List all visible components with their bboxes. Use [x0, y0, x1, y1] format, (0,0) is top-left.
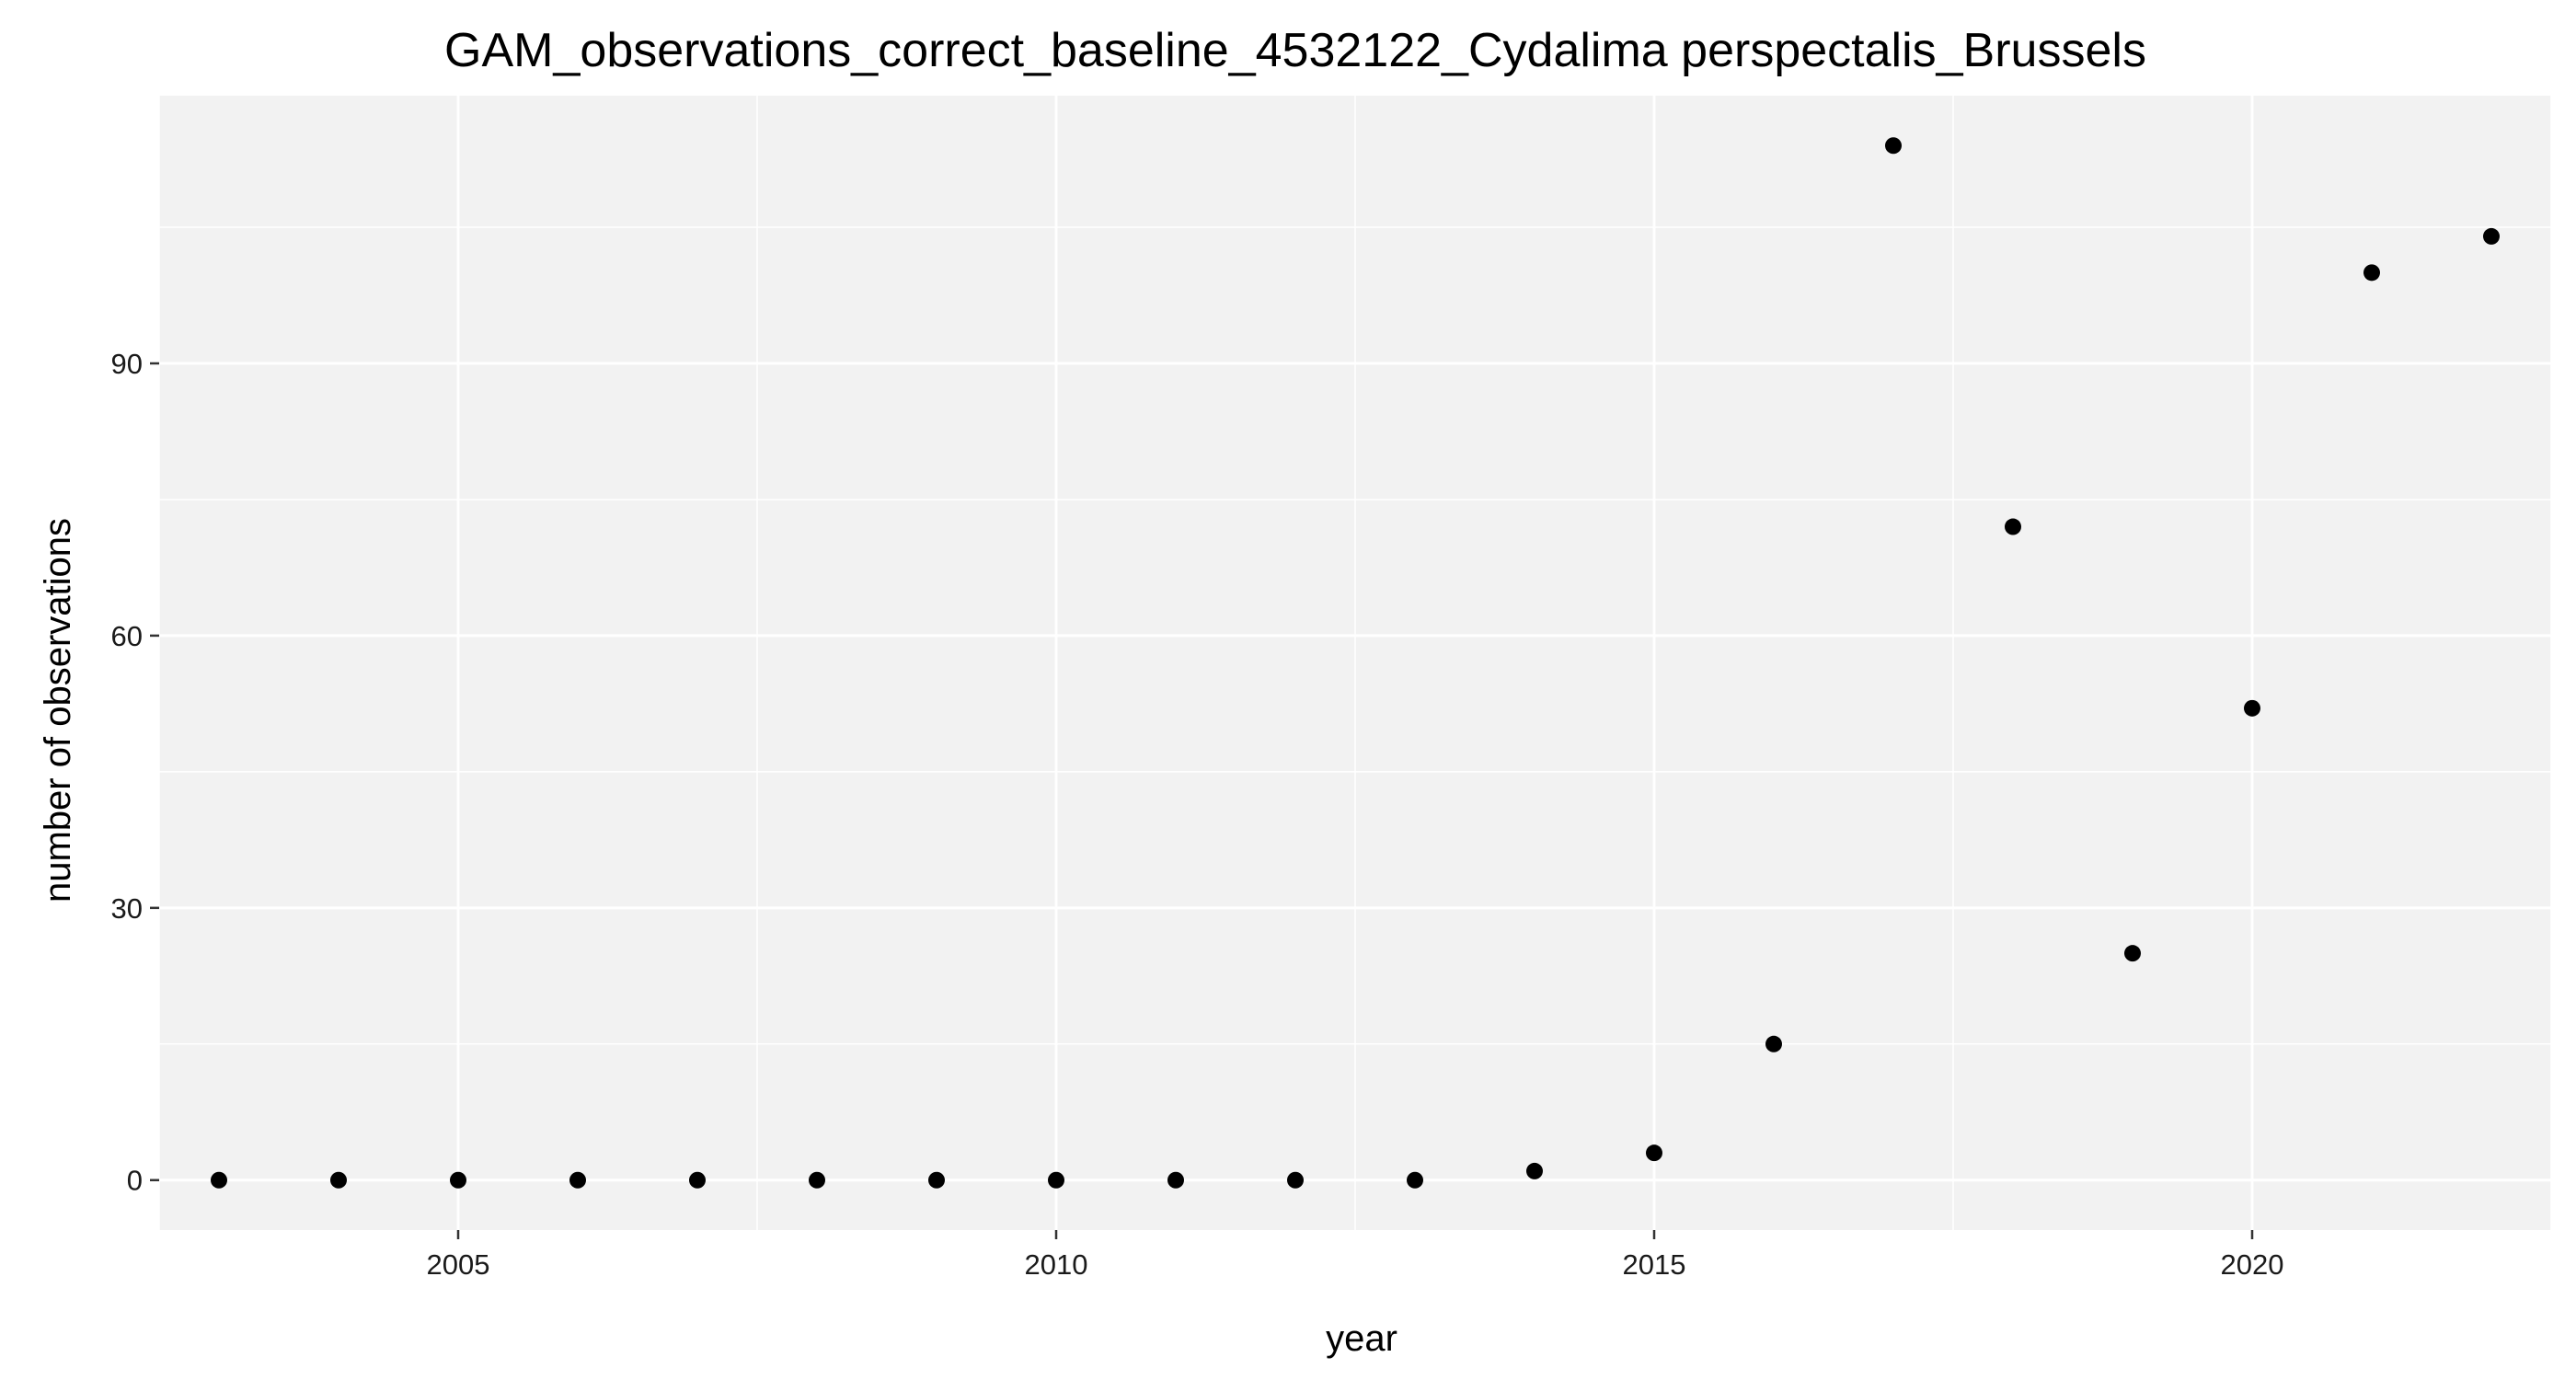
data-point	[689, 1171, 706, 1189]
data-point	[2483, 227, 2500, 245]
y-tick-label: 90	[111, 348, 143, 380]
data-point	[1885, 137, 1902, 155]
chart-title: GAM_observations_correct_baseline_453212…	[444, 24, 2146, 77]
data-point	[450, 1171, 466, 1189]
data-point	[2244, 699, 2260, 717]
y-axis: 0 30 60 90	[111, 348, 159, 1197]
y-tick-label: 0	[127, 1165, 143, 1197]
data-point	[211, 1171, 227, 1189]
data-point	[569, 1171, 586, 1189]
y-axis-title: number of observations	[38, 518, 78, 903]
data-point	[2005, 518, 2021, 535]
data-point	[1167, 1171, 1184, 1189]
data-point	[2363, 264, 2380, 282]
data-point	[1765, 1035, 1782, 1052]
y-tick-label: 30	[111, 892, 143, 925]
data-point	[928, 1171, 945, 1189]
y-tick-label: 60	[111, 620, 143, 652]
gridlines	[158, 96, 2552, 1230]
data-point	[1048, 1171, 1064, 1189]
x-tick-label: 2015	[1623, 1248, 1686, 1281]
data-point	[809, 1171, 825, 1189]
data-point	[330, 1171, 347, 1189]
x-tick-label: 2010	[1025, 1248, 1088, 1281]
x-axis: 2005 2010 2015 2020	[427, 1230, 2284, 1281]
data-points	[211, 137, 2500, 1189]
x-axis-title: year	[1326, 1318, 1397, 1359]
data-point	[1646, 1144, 1662, 1162]
x-tick-label: 2005	[427, 1248, 490, 1281]
x-tick-label: 2020	[2221, 1248, 2284, 1281]
data-point	[1526, 1162, 1543, 1179]
data-point	[2124, 945, 2141, 962]
data-point	[1287, 1171, 1304, 1189]
data-point	[1407, 1171, 1423, 1189]
